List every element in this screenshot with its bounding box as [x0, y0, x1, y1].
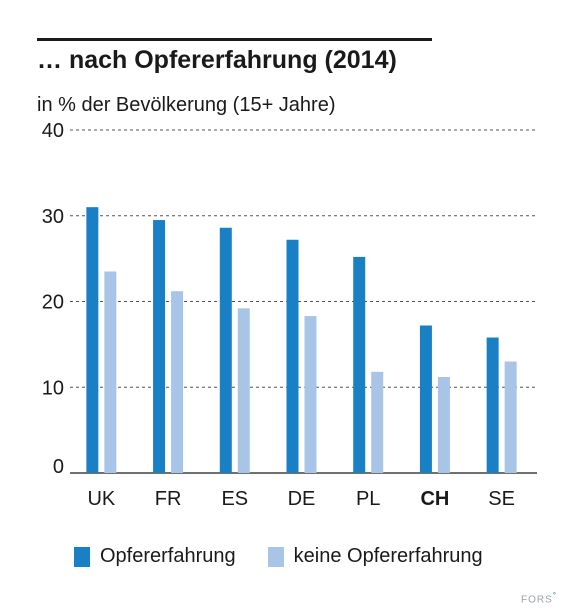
- legend-label-keine-opfererfahrung: keine Opfererfahrung: [293, 545, 483, 567]
- bar-pl-opfererfahrung: [353, 256, 366, 473]
- bar-se-keine-opfererfahrung: [504, 361, 517, 473]
- legend-label-opfererfahrung: Opfererfahrung: [100, 545, 236, 567]
- y-tick-label: 20: [42, 292, 64, 314]
- x-tick-label-se: SE: [488, 488, 515, 510]
- x-tick-label-fr: FR: [155, 488, 182, 510]
- title-rule: [37, 38, 432, 41]
- brand-mark: °: [552, 590, 557, 600]
- legend-swatch-opfererfahrung: [74, 546, 90, 567]
- x-tick-label-pl: PL: [356, 488, 380, 510]
- y-tick-label: 10: [42, 377, 64, 399]
- legend: Opfererfahrung keine Opfererfahrung: [74, 545, 515, 568]
- legend-swatch-keine-opfererfahrung: [267, 546, 284, 567]
- x-tick-label-uk: UK: [87, 488, 115, 510]
- bar-fr-opfererfahrung: [153, 220, 166, 473]
- bar-de-keine-opfererfahrung: [304, 316, 317, 473]
- y-tick-labels: 0 10 20 30 40: [42, 120, 64, 478]
- bar-uk-keine-opfererfahrung: [104, 271, 117, 473]
- brand-logo: FORS°: [521, 591, 557, 605]
- y-tick-label: 0: [53, 456, 64, 478]
- gridlines: [70, 129, 537, 474]
- legend-item-keine-opfererfahrung: keine Opfererfahrung: [267, 545, 483, 568]
- bar-pl-keine-opfererfahrung: [371, 371, 384, 473]
- bars: [86, 207, 517, 474]
- x-tick-label-de: DE: [288, 488, 316, 510]
- legend-item-opfererfahrung: Opfererfahrung: [74, 545, 236, 568]
- x-tick-labels: UK FR ES DE PL CH SE: [87, 488, 515, 510]
- bar-es-keine-opfererfahrung: [237, 308, 250, 473]
- brand-text: FORS: [521, 594, 553, 605]
- bar-ch-keine-opfererfahrung: [437, 376, 450, 473]
- chart-title: … nach Opfererfahrung (2014): [37, 46, 397, 74]
- bar-fr-keine-opfererfahrung: [171, 291, 184, 473]
- x-tick-label-ch: CH: [420, 488, 449, 510]
- x-tick-label-es: ES: [221, 488, 248, 510]
- y-tick-label: 30: [42, 206, 64, 228]
- y-tick-label: 40: [42, 120, 64, 142]
- bar-se-opfererfahrung: [486, 337, 499, 473]
- bar-de-opfererfahrung: [286, 239, 299, 473]
- bar-ch-opfererfahrung: [419, 325, 432, 473]
- chart-subtitle: in % der Bevölkerung (15+ Jahre): [37, 94, 336, 116]
- bar-uk-opfererfahrung: [86, 207, 99, 474]
- bar-es-opfererfahrung: [219, 227, 232, 473]
